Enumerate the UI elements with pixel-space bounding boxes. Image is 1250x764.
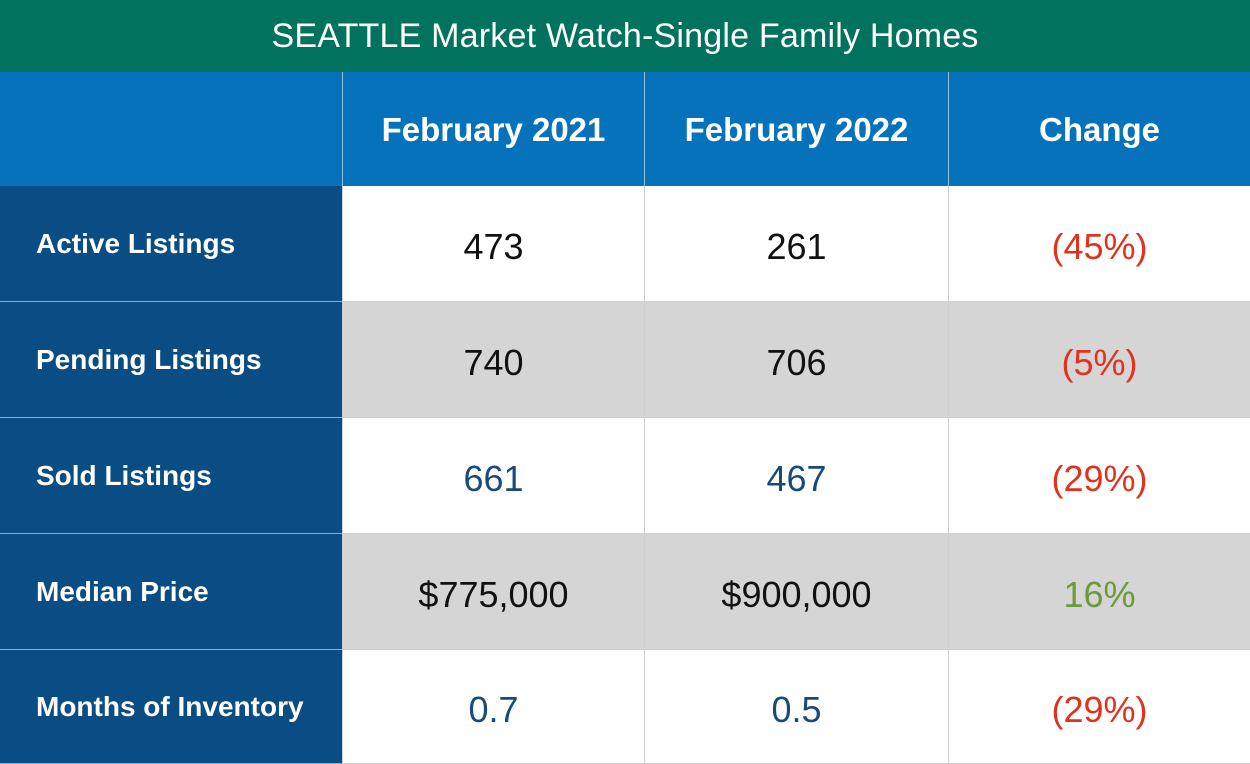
header-feb-2021: February 2021 — [342, 72, 644, 186]
active-listings-feb-2021: 473 — [342, 186, 644, 302]
page-title: SEATTLE Market Watch-Single Family Homes — [0, 0, 1250, 72]
months-of-inventory-change: (29%) — [948, 650, 1250, 764]
median-price-feb-2021: $775,000 — [342, 534, 644, 650]
row-label-active-listings: Active Listings — [0, 186, 342, 302]
row-label-months-of-inventory: Months of Inventory — [0, 650, 342, 764]
pending-listings-feb-2022: 706 — [644, 302, 948, 418]
header-corner-cell — [0, 72, 342, 186]
active-listings-change: (45%) — [948, 186, 1250, 302]
median-price-feb-2022: $900,000 — [644, 534, 948, 650]
row-label-pending-listings: Pending Listings — [0, 302, 342, 418]
active-listings-feb-2022: 261 — [644, 186, 948, 302]
months-of-inventory-feb-2022: 0.5 — [644, 650, 948, 764]
market-table: February 2021 February 2022 Change Activ… — [0, 72, 1250, 764]
months-of-inventory-feb-2021: 0.7 — [342, 650, 644, 764]
sold-listings-change: (29%) — [948, 418, 1250, 534]
row-label-sold-listings: Sold Listings — [0, 418, 342, 534]
header-feb-2022: February 2022 — [644, 72, 948, 186]
pending-listings-change: (5%) — [948, 302, 1250, 418]
row-label-median-price: Median Price — [0, 534, 342, 650]
header-change: Change — [948, 72, 1250, 186]
sold-listings-feb-2022: 467 — [644, 418, 948, 534]
sold-listings-feb-2021: 661 — [342, 418, 644, 534]
pending-listings-feb-2021: 740 — [342, 302, 644, 418]
median-price-change: 16% — [948, 534, 1250, 650]
